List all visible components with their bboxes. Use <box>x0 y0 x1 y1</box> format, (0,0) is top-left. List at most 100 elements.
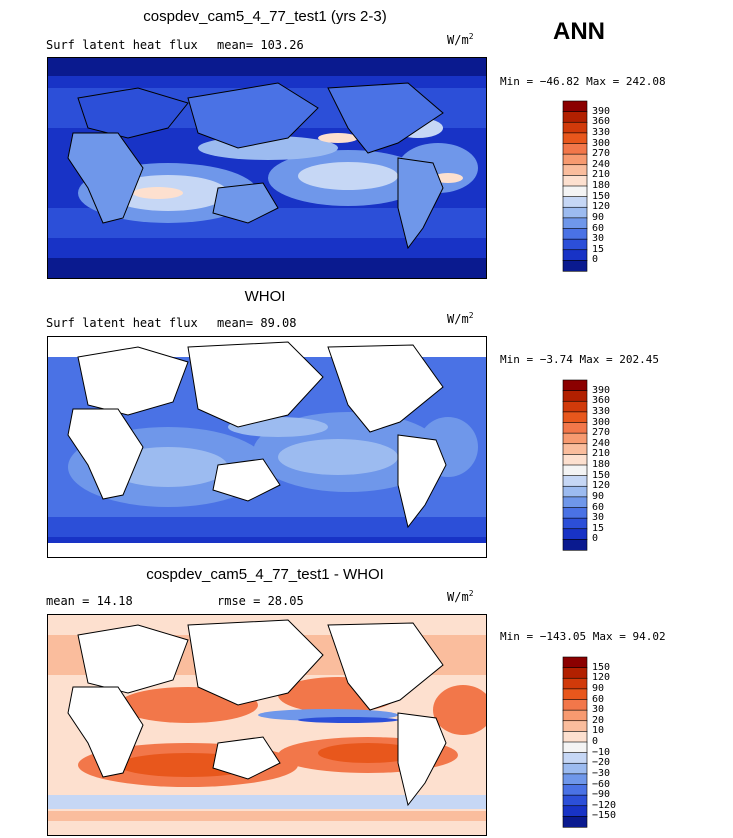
colorbar-swatch <box>562 175 588 187</box>
colorbar-tick-label: 270 <box>592 148 611 160</box>
colorbar-swatch <box>562 475 588 487</box>
colorbar-tick-label: 180 <box>592 180 611 191</box>
colorbar-tick-label: 0 <box>592 736 599 747</box>
colorbar-tick-label: −20 <box>592 757 611 769</box>
colorbar-swatch <box>562 720 588 732</box>
colorbar-swatch <box>562 688 588 701</box>
colorbar-swatch <box>562 217 588 230</box>
panel2-map <box>47 336 487 558</box>
panel1-minmax: Min = −46.82 Max = 242.08 <box>500 75 666 88</box>
colorbar-swatch <box>562 667 588 679</box>
colorbar-tick-label: 0 <box>592 533 599 545</box>
colorbar-swatch <box>562 709 588 722</box>
colorbar-tick-label: 270 <box>592 427 611 439</box>
colorbar-tick-label: 20 <box>592 714 605 726</box>
colorbar-tick-label: 240 <box>592 158 611 170</box>
colorbar-tick-label: 150 <box>592 469 611 481</box>
colorbar-swatch <box>562 411 588 424</box>
colorbar-swatch <box>562 111 588 123</box>
panel3-colorbar-labels: 150 120 90 60 30 20 10 0 −10 −20 −30 −60 −90 −120 −150 <box>592 657 632 827</box>
colorbar-tick-label: 210 <box>592 169 611 181</box>
colorbar-tick-label: 330 <box>592 405 611 417</box>
colorbar-tick-label: 240 <box>592 437 611 449</box>
colorbar-swatch <box>562 517 588 530</box>
panel2-units: W/m2 <box>447 311 474 326</box>
colorbar-swatch <box>562 741 588 754</box>
panel3-units: W/m2 <box>447 589 474 604</box>
colorbar-swatch <box>562 794 588 807</box>
panel2-title: WHOI <box>244 288 286 305</box>
colorbar-tick-label: 15 <box>592 243 605 255</box>
colorbar-tick-label: 120 <box>592 201 611 213</box>
panel3-title: cospdev_cam5_4_77_test1 - WHOI <box>146 566 384 583</box>
colorbar-swatch <box>562 164 588 176</box>
colorbar-swatch <box>562 784 588 796</box>
colorbar-tick-label: 150 <box>592 661 611 673</box>
panel3-map <box>47 614 487 836</box>
colorbar-swatch <box>562 249 588 261</box>
colorbar-tick-label: 10 <box>592 725 605 737</box>
colorbar-tick-label: 180 <box>592 459 611 470</box>
panel1-colorbar-labels: 390 360 330 300 270 240 210 180 150 120 90 60 30 15 0 <box>592 101 632 271</box>
colorbar-swatch <box>562 206 588 219</box>
colorbar-swatch <box>562 699 588 711</box>
colorbar-tick-label: 30 <box>592 233 605 245</box>
colorbar-swatch <box>562 773 588 786</box>
colorbar-swatch <box>562 228 588 240</box>
colorbar-tick-label: 15 <box>592 522 605 534</box>
colorbar-tick-label: 60 <box>592 501 605 513</box>
colorbar-tick-label: −90 <box>592 789 611 801</box>
colorbar-swatch <box>562 528 588 540</box>
colorbar-swatch <box>562 464 588 477</box>
panel3-mean: mean = 14.18 <box>46 594 133 608</box>
panel2-colorbar-labels: 390 360 330 300 270 240 210 180 150 120 90 60 30 15 0 <box>592 380 632 550</box>
colorbar-tick-label: −30 <box>592 767 611 779</box>
panel2-colorbar <box>562 379 588 551</box>
colorbar-tick-label: −150 <box>592 810 617 822</box>
panel3-minmax: Min = −143.05 Max = 94.02 <box>500 630 666 643</box>
colorbar-tick-label: 30 <box>592 512 605 524</box>
panel1-title: cospdev_cam5_4_77_test1 (yrs 2-3) <box>143 8 387 25</box>
colorbar-swatch <box>562 432 588 445</box>
panel2-variable: Surf latent heat flux <box>46 316 198 330</box>
panel1-colorbar <box>562 100 588 272</box>
colorbar-tick-label: 120 <box>592 672 611 684</box>
colorbar-swatch <box>562 400 588 413</box>
colorbar-swatch <box>562 454 588 466</box>
colorbar-tick-label: 360 <box>592 116 611 128</box>
panel3-rmse: rmse = 28.05 <box>217 594 304 608</box>
colorbar-swatch <box>562 507 588 519</box>
colorbar-swatch <box>562 731 588 743</box>
colorbar-swatch <box>562 752 588 764</box>
colorbar-swatch <box>562 443 588 455</box>
colorbar-swatch <box>562 238 588 251</box>
colorbar-swatch <box>562 132 588 145</box>
panel1-mean: mean= 103.26 <box>217 38 304 52</box>
colorbar-tick-label: −10 <box>592 746 611 758</box>
colorbar-swatch <box>562 485 588 498</box>
colorbar-swatch <box>562 656 588 669</box>
colorbar-swatch <box>562 121 588 134</box>
season-label: ANN <box>553 18 605 45</box>
colorbar-swatch <box>562 143 588 155</box>
panel2-minmax: Min = −3.74 Max = 202.45 <box>500 353 659 366</box>
colorbar-tick-label: 0 <box>592 254 599 266</box>
colorbar-swatch <box>562 379 588 392</box>
panel1-variable: Surf latent heat flux <box>46 38 198 52</box>
colorbar-swatch <box>562 100 588 113</box>
colorbar-tick-label: 90 <box>592 682 605 694</box>
colorbar-tick-label: 60 <box>592 222 605 234</box>
colorbar-tick-label: 300 <box>592 416 611 428</box>
colorbar-tick-label: 360 <box>592 395 611 407</box>
colorbar-tick-label: 30 <box>592 704 605 716</box>
colorbar-swatch <box>562 539 588 551</box>
colorbar-tick-label: 60 <box>592 693 605 705</box>
colorbar-tick-label: −120 <box>592 799 617 811</box>
colorbar-tick-label: 90 <box>592 490 605 502</box>
colorbar-swatch <box>562 816 588 828</box>
colorbar-tick-label: 90 <box>592 211 605 223</box>
colorbar-tick-label: −60 <box>592 778 611 790</box>
colorbar-tick-label: 390 <box>592 384 611 396</box>
colorbar-swatch <box>562 496 588 509</box>
colorbar-tick-label: 330 <box>592 126 611 138</box>
